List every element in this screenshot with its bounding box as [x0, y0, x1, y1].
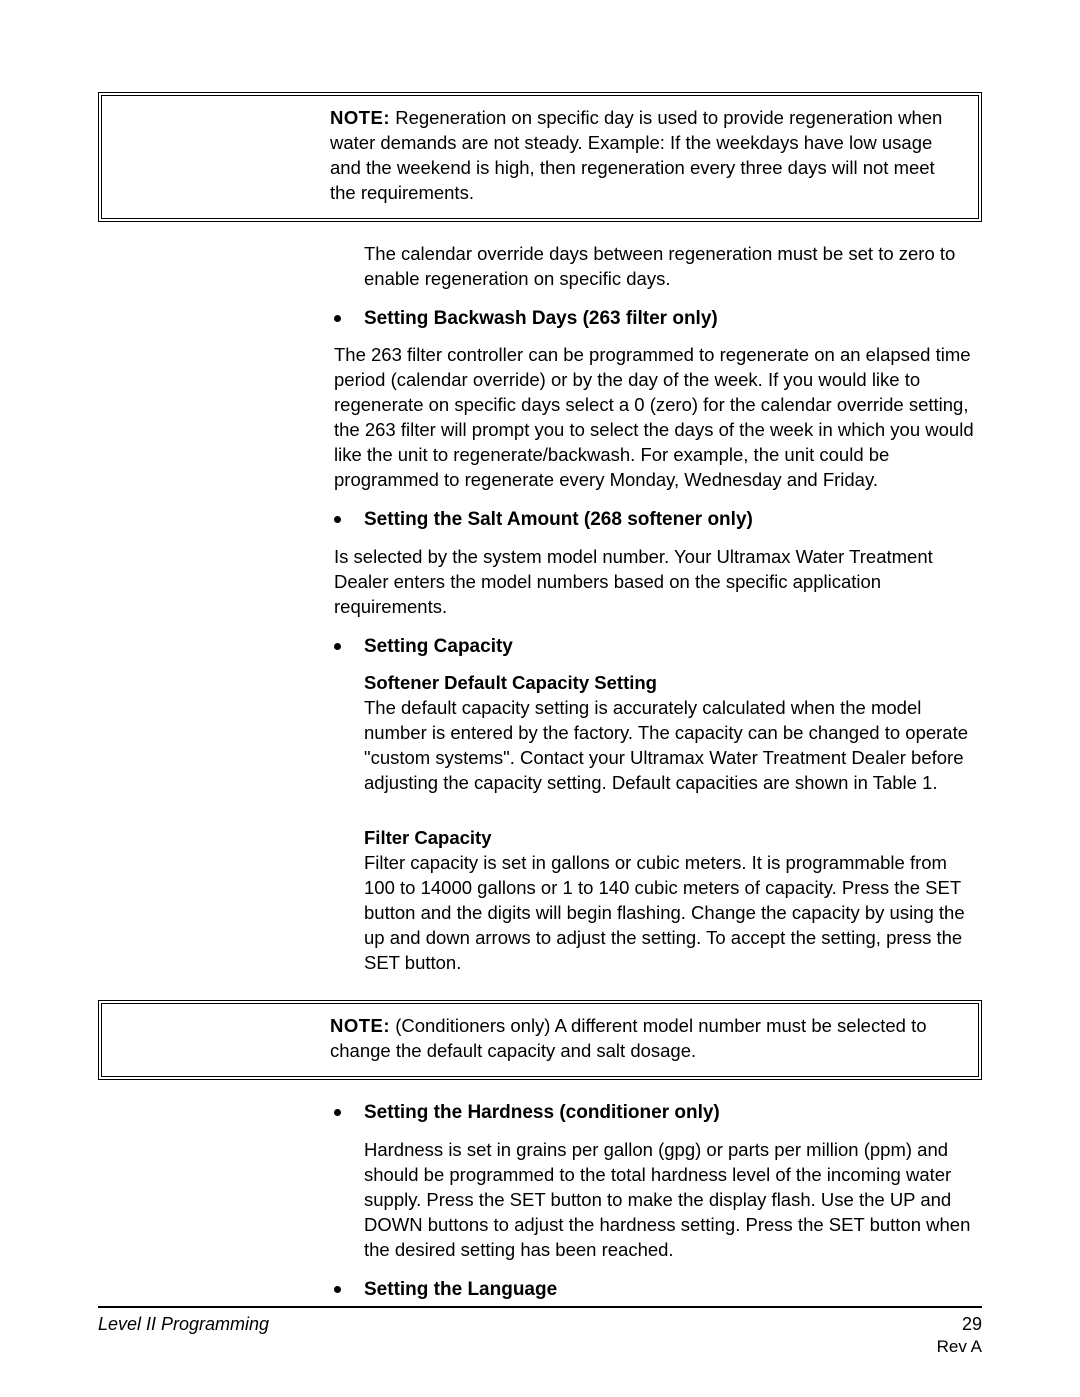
sub-filter: Filter Capacity Filter capacity is set i…: [364, 826, 982, 976]
page-footer: Level II Programming 29 Rev A: [98, 1306, 982, 1357]
footer-left: Level II Programming: [98, 1314, 269, 1335]
note-box-2: NOTE: (Conditioners only) A different mo…: [98, 1000, 982, 1080]
bullet-language: Setting the Language: [334, 1277, 982, 1303]
bullet-salt: Setting the Salt Amount (268 softener on…: [334, 507, 982, 533]
intro-para: The calendar override days between regen…: [364, 242, 982, 292]
heading-salt: Setting the Salt Amount (268 softener on…: [364, 507, 753, 533]
heading-backwash: Setting Backwash Days (263 filter only): [364, 306, 718, 332]
note-text-1: NOTE: Regeneration on specific day is us…: [330, 106, 960, 206]
bullet-capacity: Setting Capacity: [334, 634, 982, 660]
sub-softener: Softener Default Capacity Setting The de…: [364, 671, 982, 796]
sub-body-filter: Filter capacity is set in gallons or cub…: [364, 851, 982, 976]
heading-hardness: Setting the Hardness (conditioner only): [364, 1100, 720, 1126]
footer-row: Level II Programming 29: [98, 1314, 982, 1335]
heading-capacity: Setting Capacity: [364, 634, 513, 660]
note-box-1: NOTE: Regeneration on specific day is us…: [98, 92, 982, 222]
note-body-2: (Conditioners only) A different model nu…: [330, 1015, 927, 1061]
body-salt: Is selected by the system model number. …: [334, 545, 982, 620]
bullet-icon: [334, 643, 341, 650]
body-hardness: Hardness is set in grains per gallon (gp…: [364, 1138, 982, 1263]
note-body-1: Regeneration on specific day is used to …: [330, 107, 942, 203]
note-label-2: NOTE:: [330, 1015, 390, 1036]
note-label-1: NOTE:: [330, 107, 390, 128]
note-text-2: NOTE: (Conditioners only) A different mo…: [330, 1014, 960, 1064]
sub-body-softener: The default capacity setting is accurate…: [364, 696, 982, 796]
bullet-backwash: Setting Backwash Days (263 filter only): [334, 306, 982, 332]
heading-language: Setting the Language: [364, 1277, 557, 1303]
content-block-2: Setting the Hardness (conditioner only) …: [364, 1100, 982, 1302]
bullet-hardness: Setting the Hardness (conditioner only): [334, 1100, 982, 1126]
bullet-icon: [334, 315, 341, 322]
content-block: The calendar override days between regen…: [364, 242, 982, 976]
bullet-icon: [334, 516, 341, 523]
bullet-icon: [334, 1286, 341, 1293]
footer-rev: Rev A: [98, 1337, 982, 1357]
bullet-icon: [334, 1109, 341, 1116]
sub-heading-softener: Softener Default Capacity Setting: [364, 671, 982, 696]
footer-page: 29: [962, 1314, 982, 1335]
footer-rule: [98, 1306, 982, 1308]
body-backwash: The 263 filter controller can be program…: [334, 343, 982, 493]
sub-heading-filter: Filter Capacity: [364, 826, 982, 851]
